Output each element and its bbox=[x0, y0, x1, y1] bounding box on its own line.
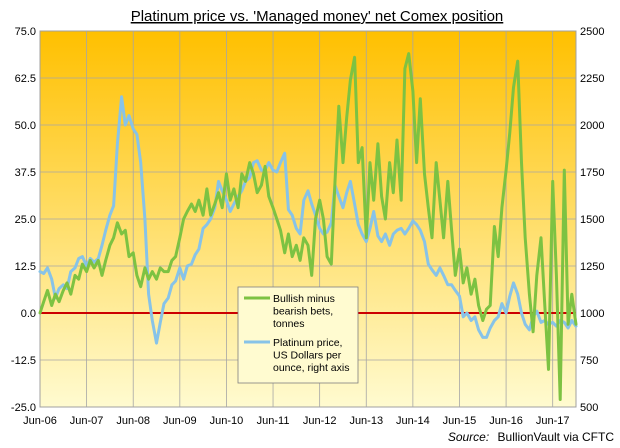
left-tick-label: 37.5 bbox=[15, 167, 36, 179]
right-tick-label: 1750 bbox=[580, 167, 604, 179]
horizontal-gridlines bbox=[40, 77, 576, 361]
legend-label: US Dollars per bbox=[273, 350, 342, 362]
right-tick-label: 1000 bbox=[580, 308, 604, 320]
left-tick-label: -25.0 bbox=[11, 402, 36, 414]
right-tick-label: 2500 bbox=[580, 26, 604, 38]
legend-label: ounce, right axis bbox=[273, 362, 349, 374]
right-tick-label: 750 bbox=[580, 355, 598, 367]
x-tick-label: Jun-10 bbox=[210, 415, 244, 427]
left-tick-label: 12.5 bbox=[15, 261, 36, 273]
legend-label: Bullish minus bbox=[273, 293, 335, 305]
left-tick-label: 75.0 bbox=[15, 26, 36, 38]
x-tick-label: Jun-11 bbox=[257, 415, 290, 427]
right-tick-label: 500 bbox=[580, 402, 598, 414]
svg-text:Source: BullionVault via: Source: BullionVault via CFTC bbox=[448, 430, 615, 444]
legend-label: bearish bets, bbox=[273, 306, 333, 318]
left-tick-label: 0.0 bbox=[21, 308, 36, 320]
legend-label: tonnes bbox=[273, 318, 305, 330]
x-tick-label: Jun-06 bbox=[23, 415, 57, 427]
x-tick-label: Jun-07 bbox=[70, 415, 104, 427]
left-tick-label: 25.0 bbox=[15, 214, 36, 226]
series-line-platinum-price bbox=[38, 95, 578, 345]
right-tick-label: 1250 bbox=[580, 261, 604, 273]
right-axis-ticks: 500 750 1000 1250 1500 1750 2000 2250 2500 bbox=[580, 26, 604, 414]
source-text: BullionVault via CFTC bbox=[498, 430, 615, 444]
series-layer bbox=[38, 52, 578, 401]
x-tick-label: Jun-13 bbox=[349, 415, 383, 427]
left-tick-label: 50.0 bbox=[15, 120, 36, 132]
legend-label: Platinum price, bbox=[273, 337, 342, 349]
right-tick-label: 2000 bbox=[580, 120, 604, 132]
source-note: Source: BullionVault via CFTC bbox=[448, 430, 615, 444]
series-line-net-position bbox=[38, 52, 578, 401]
x-tick-label: Jun-08 bbox=[116, 415, 150, 427]
x-tick-label: Jun-14 bbox=[396, 415, 430, 427]
right-tick-label: 2250 bbox=[580, 73, 604, 85]
source-label: Source: bbox=[448, 430, 489, 444]
x-tick-label: Jun-12 bbox=[303, 415, 337, 427]
x-tick-label: Jun-16 bbox=[489, 415, 523, 427]
chart-title: Platinum price vs. 'Managed money' net C… bbox=[131, 8, 504, 25]
legend-box bbox=[237, 286, 359, 384]
left-tick-label: -12.5 bbox=[11, 355, 36, 367]
left-axis-ticks: -25.0 -12.5 0.0 12.5 25.0 37.5 50.0 62.5 75.0 bbox=[11, 26, 36, 414]
x-tick-label: Jun-15 bbox=[443, 415, 477, 427]
x-tick-label: Jun-17 bbox=[536, 415, 570, 427]
x-tick-label: Jun-09 bbox=[163, 415, 197, 427]
left-tick-label: 62.5 bbox=[15, 73, 36, 85]
right-tick-label: 1500 bbox=[580, 214, 604, 226]
x-axis-ticks: Jun-06 Jun-07 Jun-08 Jun-09 Jun-10 Jun-11 Jun-… bbox=[23, 415, 569, 427]
